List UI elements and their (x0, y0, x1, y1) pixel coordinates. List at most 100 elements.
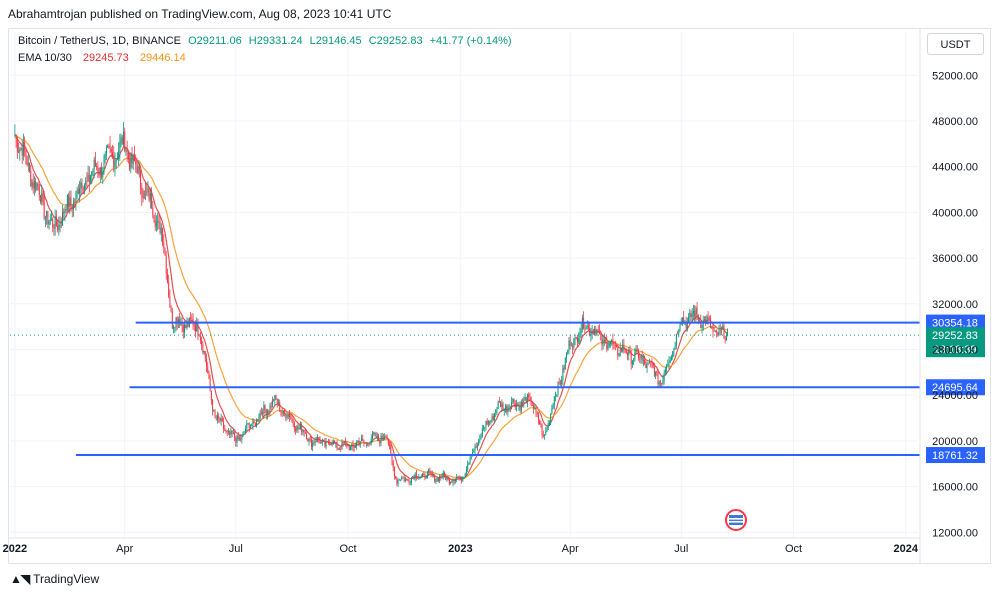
candle (315, 436, 317, 443)
candle-body (105, 147, 107, 154)
candle (635, 344, 637, 354)
candle-body (550, 413, 552, 423)
candle-body (130, 153, 132, 169)
candle (281, 407, 283, 418)
candle-body (144, 191, 146, 192)
candle (214, 409, 216, 419)
candle (600, 330, 602, 341)
candle-body (611, 340, 613, 342)
candle (418, 473, 420, 481)
candle-body (47, 211, 49, 225)
currency-button[interactable]: USDT (927, 33, 984, 55)
candle-body (321, 441, 323, 442)
candle-body (307, 439, 309, 442)
candle-body (329, 443, 331, 445)
candle (346, 441, 348, 449)
candle-body (398, 479, 400, 481)
candle-body (522, 402, 524, 404)
candle-body (237, 435, 239, 440)
candle-body (689, 313, 691, 318)
candle (27, 154, 29, 172)
candle-body (60, 225, 62, 227)
candle (94, 151, 96, 168)
candle (503, 408, 505, 416)
candle (32, 173, 34, 194)
ema-label: EMA 10/30 (18, 52, 72, 64)
candle (68, 192, 70, 213)
candle (164, 247, 166, 256)
candle-body (36, 183, 38, 190)
tradingview-logo-icon: ▲◥ (10, 572, 30, 586)
candle-body (647, 362, 649, 364)
candle-body (592, 330, 594, 335)
candle-body (690, 313, 692, 318)
candle (585, 325, 587, 330)
candle-body (66, 195, 68, 211)
candle (580, 322, 582, 338)
candle-body (529, 396, 531, 398)
candle (192, 313, 194, 330)
candle (274, 395, 276, 406)
candle-body (433, 474, 434, 476)
candle-body (140, 170, 142, 188)
candle-body (612, 340, 614, 345)
candle (126, 140, 128, 162)
candle (723, 322, 725, 339)
candle-body (94, 159, 96, 167)
y-tick-label: 28000.00 (932, 344, 978, 356)
candle (44, 215, 46, 228)
candle (453, 478, 455, 485)
candle (334, 440, 336, 444)
footer-brand[interactable]: ▲◥ TradingView (10, 572, 99, 586)
candle (285, 412, 287, 422)
flag-icon[interactable] (725, 509, 747, 531)
candle-body (75, 192, 77, 203)
candle-body (713, 331, 715, 332)
candle-body (21, 148, 23, 156)
candle (124, 127, 126, 153)
candle-body (530, 397, 532, 406)
candle (279, 399, 281, 412)
candle (206, 353, 207, 373)
candle-body (91, 171, 93, 177)
candle-body (263, 405, 265, 415)
candle-body (722, 325, 724, 329)
candle (680, 317, 682, 326)
candle-body (675, 333, 677, 347)
candle-body (548, 422, 550, 424)
candle (175, 317, 177, 332)
candle-body (644, 359, 646, 364)
candle-body (360, 438, 362, 442)
candle-body (339, 448, 341, 450)
candle (232, 429, 234, 435)
candle (87, 165, 89, 182)
ema-legend[interactable]: EMA 10/30 29245.73 29446.14 (18, 52, 186, 64)
candle-body (653, 367, 655, 376)
candle (415, 469, 417, 481)
candle-body (646, 362, 648, 368)
candle (692, 304, 694, 320)
candle (436, 477, 438, 482)
candle (212, 399, 214, 416)
candle-body (494, 413, 495, 420)
candle (452, 478, 454, 487)
candle (400, 479, 402, 482)
candle-body (515, 404, 517, 408)
candle-body (428, 470, 430, 472)
candle-body (123, 131, 124, 145)
candle-body (502, 403, 504, 411)
candle (263, 401, 265, 420)
candle-body (203, 350, 205, 353)
candle-body (113, 156, 115, 168)
candle-body (264, 405, 266, 410)
candle (607, 341, 609, 351)
candle-body (129, 159, 131, 169)
candle (231, 430, 233, 438)
candle-body (82, 188, 84, 190)
candle-body (210, 390, 212, 401)
candle-body (362, 438, 364, 441)
candle-body (437, 478, 439, 481)
candle-body (176, 317, 178, 324)
candle-body (386, 436, 388, 439)
